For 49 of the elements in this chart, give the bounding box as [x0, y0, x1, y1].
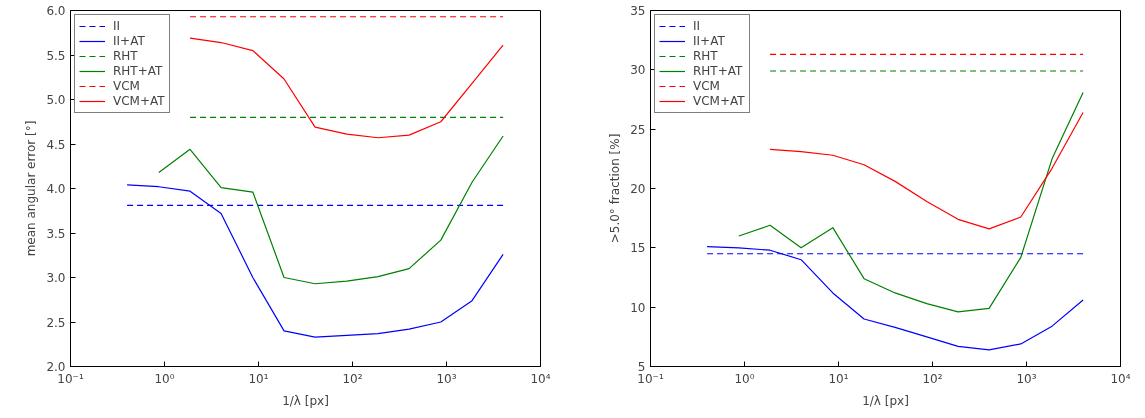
- y-tick-label: 5.0: [46, 93, 66, 107]
- legend-label: II: [693, 19, 702, 33]
- y-tick-label: 5: [637, 360, 646, 374]
- x-tick-label: 10⁻¹: [637, 371, 664, 386]
- y-tick-label: 2.5: [46, 315, 66, 330]
- line-series: [189, 37, 504, 139]
- legend-label: VCM+AT: [113, 94, 165, 108]
- x-tick-label: 10⁰: [154, 371, 175, 386]
- x-tick-label: 10⁻¹: [57, 371, 84, 386]
- legend-label: RHT: [693, 49, 718, 63]
- legend-label: II+AT: [693, 34, 725, 48]
- x-axis-title: 1/λ [px]: [862, 393, 909, 408]
- y-tick-label: 10: [630, 300, 646, 315]
- x-tick-label: 10⁰: [734, 371, 755, 386]
- legend-label: VCM: [693, 79, 720, 93]
- y-tick-label: 25: [630, 122, 646, 137]
- y-tick-label: 35: [630, 4, 646, 18]
- x-axis-title: 1/λ [px]: [282, 393, 329, 408]
- y-tick-label: 3.5: [46, 226, 66, 241]
- x-tick-label: 10¹: [248, 371, 269, 386]
- y-axis-title: mean angular error [°]: [24, 120, 39, 257]
- legend-label: VCM: [113, 79, 140, 93]
- x-tick-label: 10²: [342, 371, 363, 386]
- legend-label: RHT: [113, 49, 138, 63]
- y-axis-title: >5.0° fraction [%]: [608, 133, 623, 244]
- y-tick-label: 30: [630, 63, 646, 78]
- y-tick-label: 4.5: [46, 137, 66, 152]
- legend-label: II: [113, 19, 122, 33]
- y-tick-label: 4.0: [46, 182, 66, 196]
- x-tick-label: 10³: [436, 371, 457, 386]
- line-series: [769, 111, 1084, 230]
- line-series: [706, 246, 1084, 351]
- x-tick-label: 10⁴: [1110, 371, 1131, 386]
- x-tick-label: 10⁴: [530, 371, 551, 386]
- legend-label: VCM+AT: [693, 94, 745, 108]
- legend-label: RHT+AT: [113, 64, 163, 78]
- legend-label: RHT+AT: [693, 64, 743, 78]
- y-tick-label: 2.0: [46, 360, 66, 374]
- x-tick-label: 10¹: [828, 371, 849, 386]
- y-tick-label: 6.0: [46, 4, 66, 18]
- x-tick-label: 10³: [1016, 371, 1037, 386]
- x-tick-label: 10²: [922, 371, 943, 386]
- line-series: [158, 135, 504, 285]
- legend-label: II+AT: [113, 34, 145, 48]
- line-series: [126, 184, 504, 338]
- y-tick-label: 20: [630, 182, 646, 196]
- y-tick-label: 15: [630, 241, 646, 256]
- y-tick-label: 5.5: [46, 48, 66, 63]
- y-tick-label: 3.0: [46, 271, 66, 285]
